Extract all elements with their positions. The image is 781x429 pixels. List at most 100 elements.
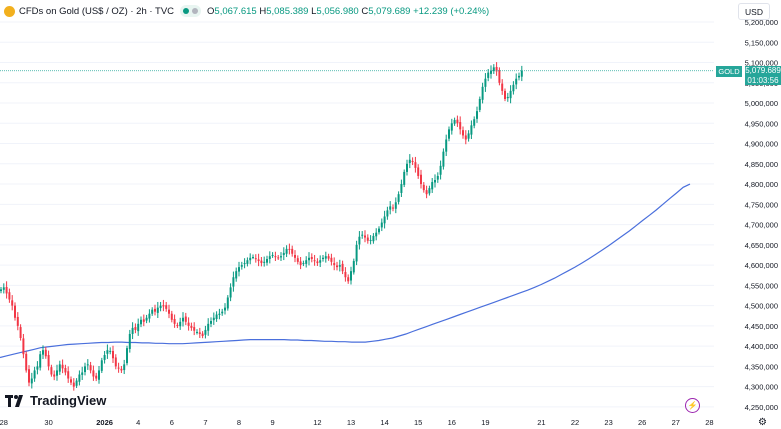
candle-body: [302, 263, 305, 265]
candle-body: [347, 277, 350, 282]
price-tick-label: 4,900,000: [745, 140, 778, 149]
candle-body: [341, 263, 344, 272]
candle-body: [165, 305, 168, 309]
candle-body: [170, 313, 173, 320]
candle-body: [226, 297, 229, 309]
candle-body: [198, 332, 201, 334]
time-tick-label: 27: [672, 418, 680, 427]
market-status-pill[interactable]: [180, 5, 202, 17]
candle-body: [271, 254, 274, 256]
candle-body: [221, 311, 224, 314]
time-tick-label: 14: [380, 418, 388, 427]
lightning-icon[interactable]: ⚡: [685, 398, 700, 413]
open-value: 5,067.615: [214, 5, 257, 17]
candle-body: [2, 287, 5, 290]
candle-body: [386, 210, 389, 217]
candle-body: [305, 260, 308, 264]
candle-body: [439, 165, 442, 175]
candle-body: [201, 333, 204, 336]
candle-body: [445, 139, 448, 152]
candle-body: [89, 365, 92, 371]
candle-body: [47, 355, 50, 367]
candle-body: [56, 370, 58, 376]
candle-body: [383, 216, 386, 224]
candle-body: [453, 120, 456, 124]
candle-body: [224, 307, 226, 311]
candle-body: [190, 325, 193, 328]
candle-body: [260, 260, 263, 264]
candle-body: [39, 354, 42, 368]
high-value: 5,085.389: [266, 5, 309, 17]
time-tick-label: 28: [705, 418, 713, 427]
tradingview-wordmark: TradingView: [30, 393, 107, 408]
candle-body: [22, 338, 25, 355]
candle-body: [277, 257, 280, 259]
candle-body: [478, 98, 481, 110]
candle-body: [436, 175, 439, 180]
candle-body: [44, 349, 47, 357]
candle-body: [380, 222, 383, 228]
candle-body: [355, 244, 358, 262]
price-tick-label: 4,350,000: [745, 362, 778, 371]
currency-selector[interactable]: USD: [738, 3, 770, 20]
candle-body: [212, 317, 215, 321]
gold-symbol-icon: [4, 5, 15, 17]
candle-body: [490, 70, 492, 74]
price-tick-label: 4,600,000: [745, 261, 778, 270]
candle-body: [420, 174, 422, 185]
candle-body: [154, 308, 156, 312]
candle-body: [120, 368, 123, 371]
candle-body: [408, 159, 411, 163]
candle-body: [470, 125, 473, 135]
candle-body: [484, 78, 487, 87]
candle-body: [364, 235, 366, 238]
candle-body: [263, 261, 266, 263]
candle-body: [182, 317, 184, 322]
candle-body: [64, 368, 67, 373]
candle-body: [403, 171, 406, 185]
candle-body: [400, 184, 403, 193]
candle-body: [268, 256, 271, 260]
moving-average-series: [0, 183, 691, 359]
candle-body: [358, 236, 361, 245]
candle-body: [464, 135, 467, 140]
candle-body: [246, 260, 249, 264]
grid-lines: [0, 21, 714, 408]
time-axis[interactable]: 28 30 2026 4 6 7 8 9 12 13 14 15 16 19 21 22 23 26 27 28: [0, 418, 714, 427]
candle-body: [134, 327, 137, 330]
candle-body: [92, 370, 95, 377]
candle-body: [442, 151, 445, 167]
candle-body: [425, 190, 428, 195]
candle-body: [36, 366, 39, 370]
candle-body: [389, 206, 392, 210]
candle-body: [294, 254, 296, 258]
candle-body: [414, 162, 417, 168]
candle-body: [299, 261, 302, 266]
candle-body: [109, 350, 112, 352]
candle-body: [333, 263, 336, 266]
candle-body: [394, 202, 397, 209]
candle-body: [131, 327, 134, 334]
legend-title[interactable]: CFDs on Gold (US$ / OZ) · 2h · TVC: [19, 5, 175, 17]
candle-body: [184, 316, 187, 322]
candle-body: [518, 75, 520, 78]
tradingview-logo[interactable]: TradingView: [5, 393, 106, 408]
candle-body: [240, 265, 243, 267]
price-tick-label: 4,650,000: [745, 241, 778, 250]
gear-icon[interactable]: ⚙: [758, 417, 767, 428]
price-tick-label: 4,550,000: [745, 281, 778, 290]
candle-body: [411, 160, 414, 162]
candle-body: [14, 305, 16, 318]
time-tick-label: 22: [571, 418, 579, 427]
time-tick-label: 8: [237, 418, 241, 427]
candle-body: [406, 163, 408, 172]
candle-body: [235, 271, 238, 279]
close-value: 5,079.689: [368, 5, 411, 17]
candle-body: [196, 331, 198, 333]
price-tick-label: 4,950,000: [745, 119, 778, 128]
candle-body: [187, 322, 190, 326]
candle-body: [75, 380, 78, 386]
candle-body: [86, 364, 89, 366]
candle-body: [515, 78, 518, 85]
